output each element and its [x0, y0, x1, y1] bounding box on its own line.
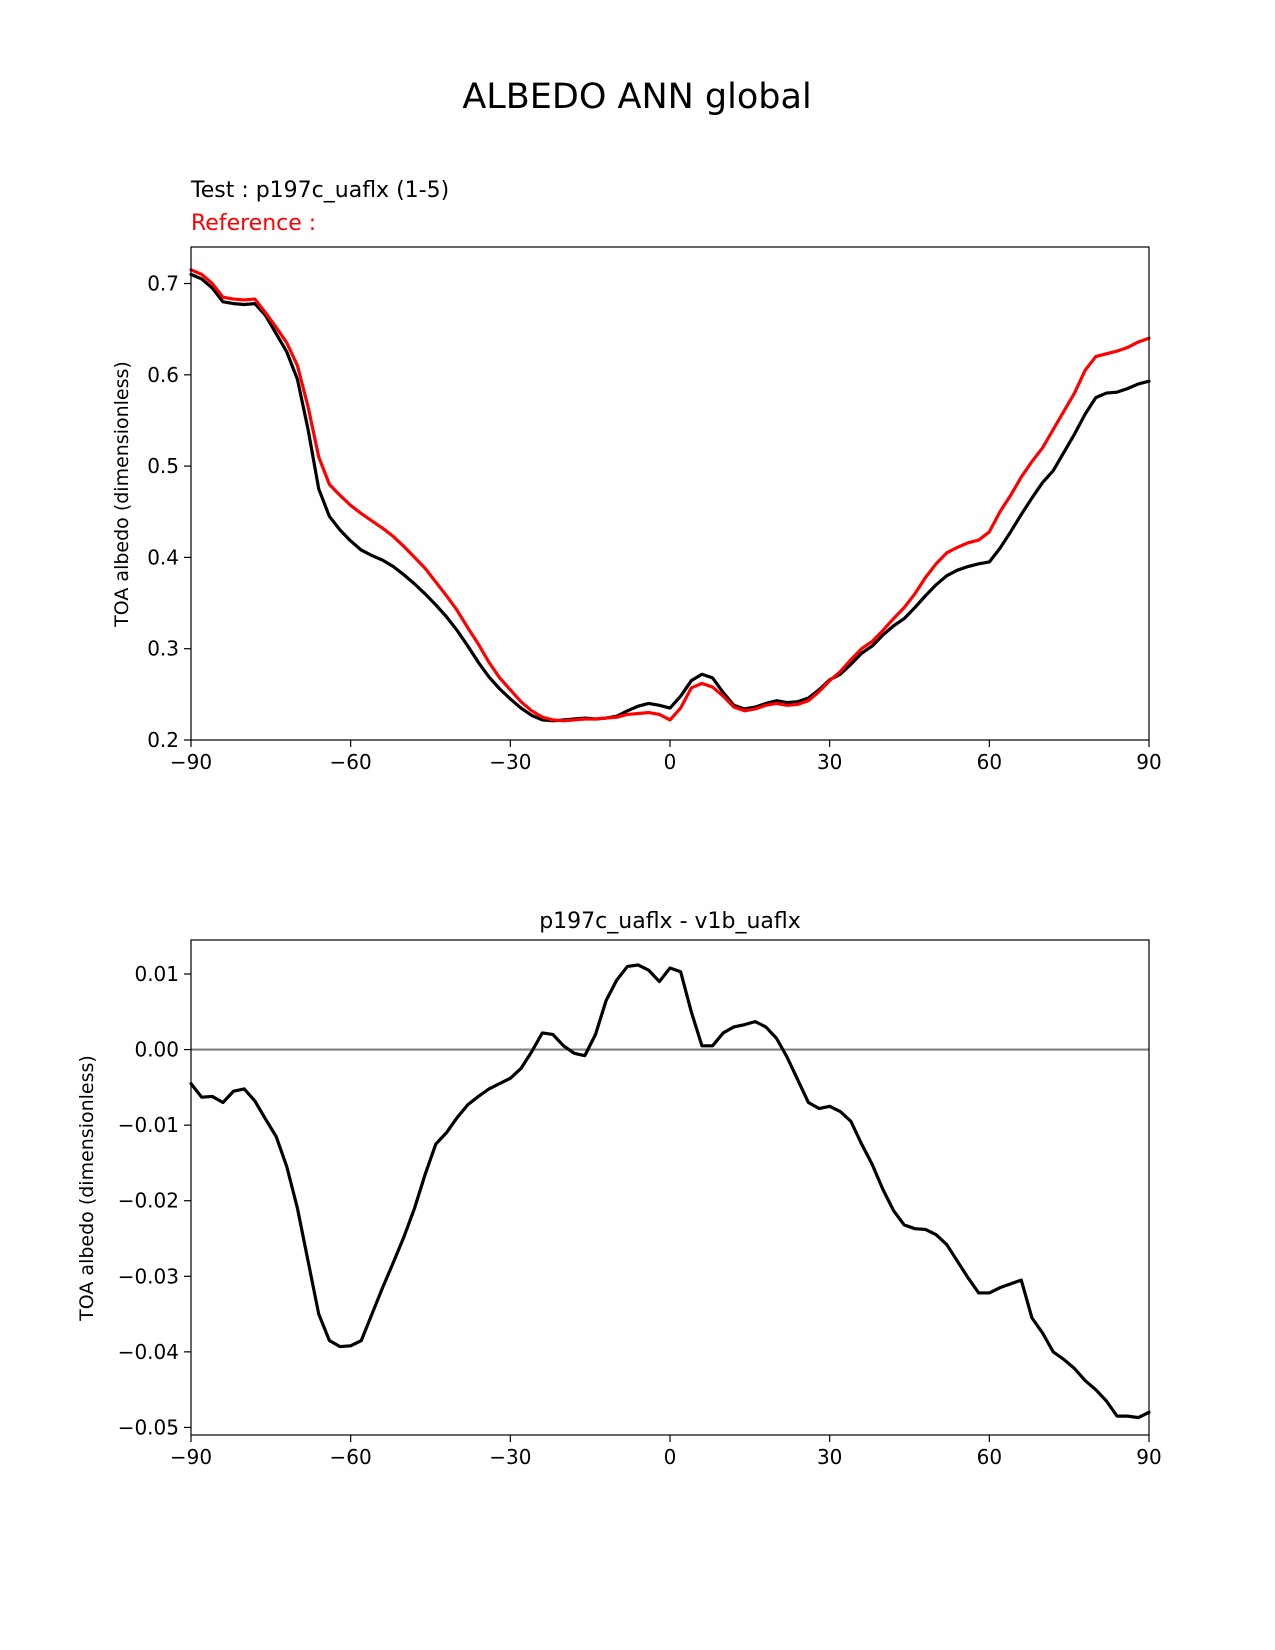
bottom-title: p197c_uaflx - v1b_uaflx — [539, 909, 801, 934]
top-series-group — [189, 268, 1151, 723]
bottom-series-group — [189, 963, 1151, 1420]
top-x-tick-label: 30 — [817, 750, 842, 774]
bottom-x-ticks: −90 −60 −30 0 30 60 90 — [170, 1435, 1162, 1469]
top-x-tick-label: −90 — [170, 750, 212, 774]
bottom-y-tick-label: 0.00 — [134, 1038, 179, 1062]
top-y-axis-label: TOA albedo (dimensionless) — [111, 361, 133, 628]
reference-label: Reference : — [191, 211, 316, 236]
top-x-tick-label: 0 — [664, 750, 677, 774]
bottom-plot-frame — [190, 939, 1150, 1436]
bottom-y-axis-label: TOA albedo (dimensionless) — [76, 1055, 98, 1322]
bottom-x-tick-label: 30 — [817, 1445, 842, 1469]
bottom-y-tick-label: −0.05 — [118, 1415, 179, 1439]
bottom-x-tick-label: 90 — [1136, 1445, 1161, 1469]
top-x-tick-label: 90 — [1136, 750, 1161, 774]
top-x-tick-label: 60 — [977, 750, 1002, 774]
top-test-series-line — [189, 272, 1151, 723]
bottom-y-tick-label: −0.01 — [118, 1113, 179, 1137]
top-y-tick-label: 0.5 — [147, 454, 179, 478]
bottom-x-tick-label: −90 — [170, 1445, 212, 1469]
top-y-tick-label: 0.7 — [147, 272, 179, 296]
bottom-panel: p197c_uaflx - v1b_uaflx −90 −60 −30 0 30 60 90… — [76, 909, 1162, 1469]
bottom-y-ticks: −0.05 −0.04 −0.03 −0.02 −0.01 0.00 0.01 — [118, 962, 191, 1439]
top-y-tick-label: 0.6 — [147, 363, 179, 387]
bottom-y-tick-label: −0.02 — [118, 1189, 179, 1213]
bottom-y-tick-label: −0.04 — [118, 1340, 179, 1364]
top-x-ticks: −90 −60 −30 0 30 60 90 — [170, 740, 1162, 774]
figure-title: ALBEDO ANN global — [462, 77, 811, 117]
bottom-difference-series-line — [189, 963, 1151, 1420]
top-y-tick-label: 0.2 — [147, 728, 179, 752]
bottom-x-tick-label: −30 — [489, 1445, 531, 1469]
top-x-tick-label: −30 — [489, 750, 531, 774]
top-y-tick-label: 0.4 — [147, 545, 179, 569]
bottom-x-tick-label: 60 — [977, 1445, 1002, 1469]
top-plot-frame — [190, 246, 1150, 741]
bottom-y-tick-label: 0.01 — [134, 962, 179, 986]
bottom-y-tick-label: −0.03 — [118, 1264, 179, 1288]
top-y-ticks: 0.2 0.3 0.4 0.5 0.6 0.7 — [147, 272, 191, 752]
top-y-tick-label: 0.3 — [147, 637, 179, 661]
top-x-tick-label: −60 — [330, 750, 372, 774]
top-panel: Test : p197c_uaflx (1-5) Reference : −90… — [111, 178, 1162, 774]
bottom-x-tick-label: −60 — [330, 1445, 372, 1469]
test-label: Test : p197c_uaflx (1-5) — [190, 178, 449, 203]
bottom-x-tick-label: 0 — [664, 1445, 677, 1469]
top-reference-series-line — [189, 268, 1151, 723]
